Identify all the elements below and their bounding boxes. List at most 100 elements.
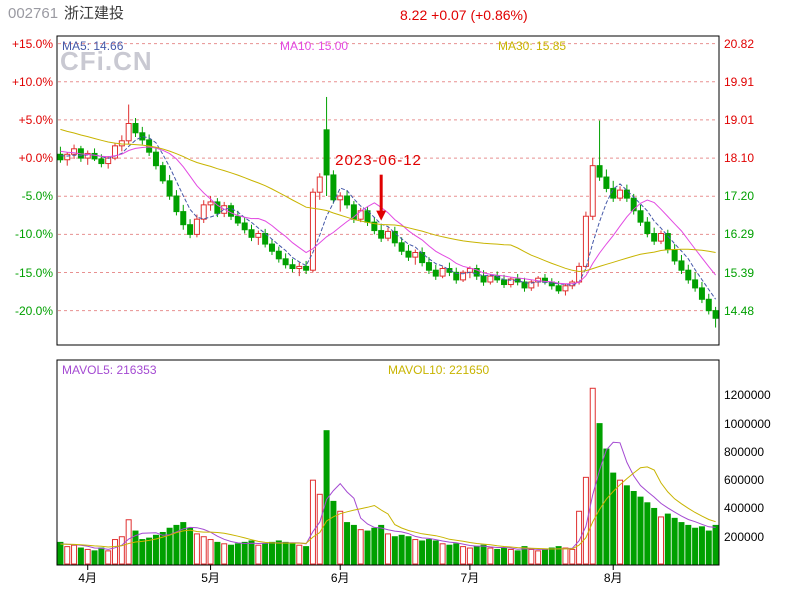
candle [309,191,316,271]
candle [562,285,569,292]
volume-bar [309,479,316,565]
candle [275,250,282,260]
volume-right-axis-label: 200000 [724,529,765,544]
price-right-axis-label: 20.82 [724,36,755,51]
candle [64,153,71,161]
price-left-axis-label: -15.0% [14,265,53,280]
volume-bar [275,540,282,565]
volume-bar [98,547,105,565]
volume-bar [657,516,664,565]
volume-bar [439,543,446,565]
price-left-axis-label: -20.0% [14,303,53,318]
candle [200,204,207,220]
volume-bar [425,539,432,565]
volume-right-axis-label: 600000 [724,473,765,488]
volume-bar [118,536,125,565]
volume-bar [671,517,678,565]
volume-bar [603,448,610,565]
volume-bar [350,524,357,565]
volume-bar [187,527,194,565]
volume-bar [166,527,173,565]
candle [589,165,596,217]
volume-bar [412,539,419,565]
price-right-axis-label: 19.01 [724,112,755,127]
candle [323,129,330,176]
price-left-axis-label: -10.0% [14,227,53,242]
candle [255,233,262,238]
price-right-axis-label: 15.39 [724,265,755,280]
x-axis-month-label: 4月 [78,571,98,585]
volume-bar [337,510,344,565]
candle [473,268,480,277]
cfi-watermark: CFi.CN [60,46,153,76]
volume-bar [132,530,139,565]
candle [644,221,651,235]
candle [487,275,494,283]
volume-bar [405,536,412,565]
ma10-line [60,146,716,285]
candle [132,123,139,134]
candle [71,148,78,155]
volume-bar [214,541,221,565]
candle [268,243,275,252]
volume-bar [173,524,180,565]
volume-bar [644,502,651,565]
volume-bar [432,540,439,565]
candle [582,215,589,267]
candle [705,298,712,312]
candle [460,271,467,281]
ma5-label: MA5: 14.66 [62,39,124,53]
candle [657,233,664,242]
volume-bar [705,530,712,565]
x-axis-month-label: 7月 [460,571,480,585]
candle [507,278,514,286]
price-panel-border [56,35,720,346]
volume-bar [105,550,112,565]
candle [337,195,344,201]
volume-bar [494,548,501,565]
volume-bar [323,430,330,565]
candle [576,265,583,283]
candle [453,271,460,281]
x-axis-month-label: 6月 [330,571,350,585]
mavol10-line [60,466,716,550]
candle [405,250,412,258]
date-annotation: 2023-06-12 [335,151,422,169]
volume-bar [617,479,624,565]
candle [596,165,603,178]
candle [289,264,296,270]
volume-right-axis-label: 1000000 [724,416,771,431]
candle [712,310,719,319]
candle [412,251,419,258]
ma10-label: MA10: 15.00 [280,39,349,53]
volume-bar [125,519,132,565]
candle [371,221,378,232]
candle [344,195,351,206]
candle [152,151,159,167]
volume-bar [630,490,637,565]
volume-bar [555,546,562,565]
candle [91,152,98,160]
volume-bar [228,544,235,565]
candle [282,258,289,266]
stock-name: 浙江建投 [64,5,125,22]
volume-bar [139,539,146,565]
candle [603,176,610,189]
volume-bar [234,543,241,565]
volume-bar [712,524,719,565]
volume-bar [541,548,548,565]
volume-bar [480,544,487,565]
volume-bar [159,531,166,565]
candle [425,262,432,271]
candle [296,265,303,270]
candle [214,201,221,214]
x-axis-month-label: 5月 [201,571,220,585]
volume-bar [535,550,542,565]
price-left-axis-label: +15.0% [11,36,53,51]
volume-bar [589,387,596,565]
price-right-axis-label: 18.10 [724,151,755,166]
price-right-axis-label: 17.20 [724,189,755,204]
volume-bar [180,522,187,565]
volume-bar [64,546,71,565]
candle [480,275,487,283]
